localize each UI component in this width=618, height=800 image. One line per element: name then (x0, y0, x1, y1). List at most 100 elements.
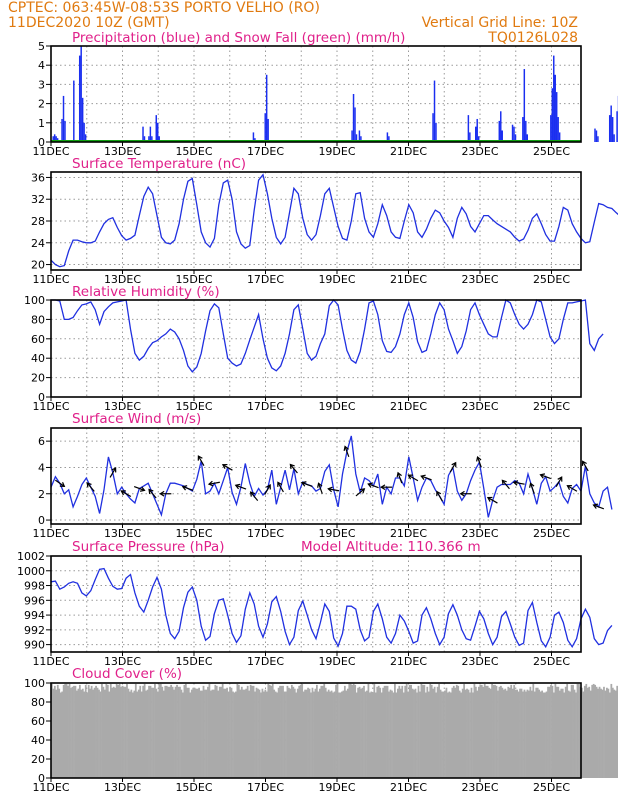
precip-bar (608, 115, 611, 142)
cloud-bar (239, 689, 242, 778)
cloud-bar (301, 683, 304, 778)
cloud-bar (392, 692, 395, 778)
cloud-bar (567, 690, 570, 778)
x-tick-label: 25DEC (533, 400, 570, 413)
cloud-bar (404, 685, 407, 778)
wind-arrow-shaft (133, 486, 145, 491)
cloud-bar (419, 691, 421, 778)
precip-bar (467, 115, 470, 142)
cloud-bar (370, 691, 373, 778)
cloud-bar (408, 684, 411, 778)
precip-bar (522, 117, 524, 142)
x-tick-label: 23DEC (461, 400, 498, 413)
cloud-bar (360, 688, 362, 778)
x-tick-label: 23DEC (461, 145, 498, 158)
y-tick-label: 100 (24, 294, 45, 307)
precip-bar (594, 128, 596, 142)
precip-bar (155, 115, 157, 142)
x-tick-label: 11DEC (32, 273, 69, 286)
wind-arrow-shaft (355, 488, 365, 497)
cloud-bar (232, 691, 234, 778)
precip-bar (476, 118, 478, 142)
cloud-bar (423, 684, 426, 778)
wind-arrow-shaft (182, 486, 194, 491)
precip-bar (388, 136, 390, 142)
cloud-bar (285, 691, 287, 778)
cloud-bar (207, 686, 209, 778)
cloud-bar (382, 687, 385, 778)
cloud-bar (558, 690, 561, 778)
cloud-bar (280, 685, 283, 778)
cloud-bar (432, 688, 435, 778)
x-tick-label: 23DEC (461, 273, 498, 286)
cloud-bar (591, 684, 594, 778)
cloud-bar (314, 688, 317, 778)
precip-bar (157, 122, 159, 142)
cloud-bar (62, 684, 65, 778)
cloud-bar (550, 684, 552, 778)
plot-frame (50, 299, 582, 398)
cloud-bar (240, 686, 243, 778)
cloud-bar (130, 689, 133, 778)
cloud-bar (452, 685, 455, 778)
wind-arrow-shaft (250, 491, 259, 501)
wind-arrow-shaft (344, 446, 350, 458)
cloud-bar (124, 686, 127, 778)
wind-arrow-head (359, 488, 366, 494)
cloud-bar (589, 690, 592, 778)
cloud-bar (510, 684, 513, 778)
cloud-bar (283, 691, 286, 778)
wind-arrow-shaft (487, 497, 498, 504)
precip-bar (558, 132, 561, 142)
y-tick-label: 2 (38, 488, 45, 501)
cloud-bar (611, 687, 614, 778)
plot-frame (50, 427, 582, 525)
precip-bar (514, 134, 517, 142)
cloud-bar (170, 684, 173, 778)
cloud-bar (460, 692, 463, 778)
cloud-bar (329, 691, 332, 778)
wind-arrow-shaft (222, 464, 233, 471)
cloud-bar (383, 685, 386, 778)
cloud-bar (299, 684, 302, 778)
precip-bar (435, 122, 437, 142)
wind-arrow-shaft (397, 472, 403, 484)
cloud-bar (182, 692, 184, 778)
cloud-bar (480, 684, 483, 778)
cloud-bar (118, 683, 121, 778)
cloud-bar (399, 688, 402, 778)
cloud-bar (248, 690, 251, 778)
cloud-bar (348, 683, 351, 778)
y-tick-label: 3 (38, 78, 45, 91)
wind-arrow-head (436, 490, 442, 497)
cloud-bar (174, 686, 177, 778)
cloud-bar (513, 684, 516, 778)
wind-arrow-shaft (54, 479, 65, 487)
x-tick-label: 15DEC (175, 527, 212, 540)
cloud-bar (377, 685, 380, 778)
precip-bar (501, 130, 503, 142)
cloud-bar (505, 690, 508, 778)
cloud-bar (498, 686, 501, 778)
cloud-bar (217, 690, 220, 778)
precip-bar (351, 130, 353, 142)
cloud-bar (86, 692, 89, 778)
precip-bar (610, 105, 612, 142)
panel-title-cloud-cover: Cloud Cover (%) (72, 666, 182, 682)
cloud-bar (317, 691, 320, 778)
cloud-bar (168, 686, 171, 778)
cloud-bar (56, 684, 59, 778)
cloud-bar (444, 690, 446, 778)
x-tick-label: 11DEC (32, 527, 69, 540)
cloud-bar (364, 691, 367, 778)
cloud-bar (261, 688, 264, 778)
y-tick-label: 0 (38, 772, 45, 785)
cloud-bar (519, 688, 521, 778)
cloud-bar (475, 686, 477, 778)
x-tick-label: 21DEC (390, 145, 427, 158)
cloud-bar (218, 686, 221, 778)
cloud-bar (106, 684, 109, 778)
cloud-bar (252, 685, 255, 778)
precip-bar (354, 107, 356, 142)
